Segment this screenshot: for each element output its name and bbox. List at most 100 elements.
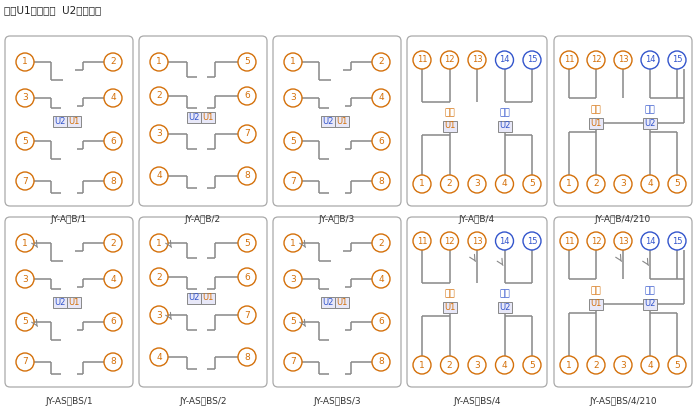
Text: 5: 5 [290, 317, 296, 326]
Text: 14: 14 [645, 56, 655, 65]
Circle shape [150, 125, 168, 143]
FancyBboxPatch shape [139, 36, 267, 206]
Text: 3: 3 [620, 360, 626, 369]
Text: 注：U1辅助电源  U2整定电压: 注：U1辅助电源 U2整定电压 [4, 5, 101, 15]
Bar [442, 301, 456, 312]
Bar [643, 117, 657, 128]
Circle shape [16, 53, 34, 71]
Circle shape [523, 51, 541, 69]
Text: 5: 5 [674, 360, 680, 369]
FancyBboxPatch shape [139, 217, 267, 387]
Circle shape [587, 356, 605, 374]
Text: 1: 1 [290, 238, 296, 247]
Text: 4: 4 [378, 274, 384, 283]
Text: U1: U1 [69, 117, 80, 126]
Text: U2: U2 [644, 119, 656, 128]
Text: JY-AS、BS/3: JY-AS、BS/3 [313, 396, 361, 405]
Bar [67, 116, 81, 127]
Text: 4: 4 [648, 360, 653, 369]
Circle shape [523, 175, 541, 193]
Text: 电源: 电源 [591, 106, 601, 115]
Circle shape [668, 51, 686, 69]
Circle shape [440, 232, 458, 250]
Text: 2: 2 [447, 180, 452, 189]
Text: U1: U1 [444, 303, 455, 312]
Text: 6: 6 [110, 137, 116, 146]
Circle shape [587, 175, 605, 193]
Circle shape [238, 167, 256, 185]
Circle shape [284, 270, 302, 288]
Text: U1: U1 [590, 299, 602, 308]
Circle shape [468, 356, 486, 374]
Circle shape [372, 270, 390, 288]
Circle shape [104, 53, 122, 71]
Text: JY-A、B/1: JY-A、B/1 [51, 216, 87, 225]
Circle shape [104, 172, 122, 190]
Text: 2: 2 [447, 360, 452, 369]
Text: 11: 11 [416, 236, 427, 245]
Text: 5: 5 [674, 180, 680, 189]
Circle shape [560, 356, 578, 374]
Circle shape [413, 51, 431, 69]
Text: 6: 6 [244, 272, 250, 281]
Circle shape [641, 175, 659, 193]
FancyBboxPatch shape [273, 217, 401, 387]
Circle shape [496, 232, 514, 250]
Text: 4: 4 [110, 94, 116, 103]
Circle shape [523, 356, 541, 374]
Circle shape [284, 132, 302, 150]
Circle shape [587, 232, 605, 250]
Circle shape [496, 175, 514, 193]
Circle shape [284, 53, 302, 71]
Bar [53, 297, 67, 308]
Circle shape [668, 356, 686, 374]
Text: 3: 3 [22, 274, 28, 283]
Text: 15: 15 [672, 56, 682, 65]
Circle shape [284, 89, 302, 107]
Bar [498, 301, 512, 312]
Text: 5: 5 [22, 317, 28, 326]
Circle shape [372, 89, 390, 107]
Circle shape [150, 306, 168, 324]
Circle shape [560, 51, 578, 69]
Text: 11: 11 [564, 56, 574, 65]
Text: JY-AS、BS/4: JY-AS、BS/4 [454, 396, 500, 405]
Circle shape [238, 125, 256, 143]
Text: 4: 4 [156, 353, 162, 362]
Text: 15: 15 [526, 236, 538, 245]
Text: 5: 5 [244, 238, 250, 247]
Circle shape [641, 232, 659, 250]
Text: 11: 11 [564, 236, 574, 245]
Text: 3: 3 [474, 360, 480, 369]
Circle shape [150, 268, 168, 286]
Text: 启动: 启动 [645, 286, 655, 295]
Circle shape [614, 356, 632, 374]
Text: 1: 1 [156, 58, 162, 67]
Text: 12: 12 [444, 56, 455, 65]
Text: 2: 2 [156, 272, 162, 281]
Text: JY-A、B/2: JY-A、B/2 [185, 216, 221, 225]
Text: 2: 2 [378, 58, 384, 67]
Text: U2: U2 [499, 303, 510, 312]
Circle shape [104, 270, 122, 288]
Text: 3: 3 [156, 310, 162, 319]
Circle shape [587, 51, 605, 69]
Text: 5: 5 [290, 137, 296, 146]
Text: 4: 4 [502, 360, 508, 369]
Text: JY-A、B/3: JY-A、B/3 [319, 216, 355, 225]
Text: 1: 1 [566, 180, 572, 189]
Circle shape [104, 132, 122, 150]
Circle shape [668, 232, 686, 250]
Circle shape [372, 172, 390, 190]
Circle shape [560, 175, 578, 193]
Circle shape [284, 234, 302, 252]
Text: 15: 15 [672, 236, 682, 245]
Circle shape [16, 313, 34, 331]
Text: JY-AS、BS/4/210: JY-AS、BS/4/210 [589, 396, 657, 405]
Text: 13: 13 [472, 236, 482, 245]
Text: 6: 6 [378, 317, 384, 326]
Text: 7: 7 [244, 130, 250, 139]
Text: U2: U2 [188, 112, 199, 121]
Circle shape [413, 356, 431, 374]
Bar [335, 116, 349, 127]
